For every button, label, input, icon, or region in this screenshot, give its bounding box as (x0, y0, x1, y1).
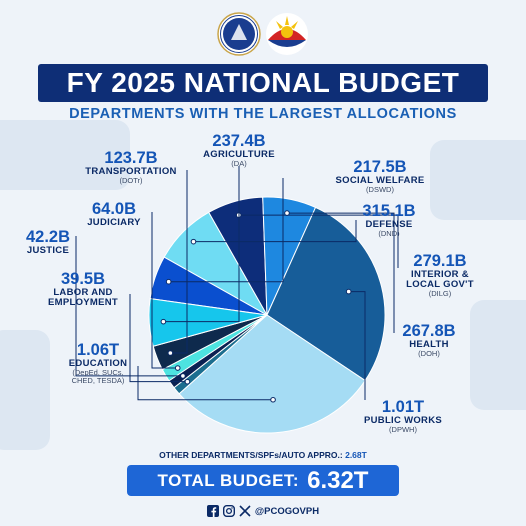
header-logos (217, 12, 308, 56)
total-label: TOTAL BUDGET: (157, 470, 300, 490)
name-health: HEALTH (409, 339, 449, 351)
other-value: 2.68T (345, 450, 367, 460)
total-value: 6.32T (307, 466, 369, 494)
social-handle: @PCOGOVPH (254, 505, 320, 517)
abbr-transportation: (DOTr) (119, 176, 143, 186)
label-agriculture: 237.4B AGRICULTURE (DA) (197, 132, 281, 169)
leader-dot-defense (190, 238, 197, 245)
page-subtitle: DEPARTMENTS WITH THE LARGEST ALLOCATIONS (69, 106, 457, 122)
label-health: 267.8B HEALTH (DOH) (394, 322, 464, 359)
leader-line-education (137, 366, 274, 401)
name-interior: INTERIOR & LOCAL GOV'T (406, 269, 474, 291)
pco-seal-logo (217, 12, 261, 56)
leader-dot-labor-and-employment (184, 378, 191, 385)
bagong-pilipinas-logo (266, 13, 308, 55)
leader-line-health (286, 212, 395, 333)
name-education: EDUCATION (68, 358, 128, 370)
abbr-education: (DepEd, SUCs, CHED, TESDA) (71, 368, 125, 386)
leader-dot-health (284, 210, 290, 216)
abbr-health: (DOH) (418, 349, 440, 359)
value-health: 267.8B (402, 322, 456, 340)
value-interior: 279.1B (413, 252, 467, 270)
label-interior: 279.1B INTERIOR & LOCAL GOV'T (DILG) (398, 252, 482, 299)
name-agriculture: AGRICULTURE (203, 149, 275, 161)
background-shape (430, 140, 526, 220)
value-education: 1.06T (76, 341, 120, 359)
leader-dot-education (270, 396, 276, 403)
value-justice: 42.2B (25, 228, 71, 246)
pie-slice-education (178, 314, 366, 434)
label-transportation: 123.7B TRANSPORTATION (DOTr) (75, 149, 187, 186)
other-departments: OTHER DEPARTMENTS/SPFs/AUTO APPRO.: 2.68… (0, 450, 526, 460)
footer: @PCOGOVPH (0, 502, 526, 520)
name-judiciary: JUDICIARY (87, 217, 141, 229)
pie-slice-public-works (266, 206, 386, 382)
label-judiciary: 64.0B JUDICIARY (76, 200, 152, 229)
label-defense: 315.1B DEFENSE (DND) (356, 202, 422, 239)
name-labor: LABOR AND EMPLOYMENT (47, 287, 119, 309)
leader-dot-public-works (345, 288, 352, 295)
instagram-icon[interactable] (223, 505, 236, 518)
label-social-welfare: 217.5B SOCIAL WELFARE (DSWD) (326, 158, 434, 195)
x-icon[interactable] (239, 505, 252, 518)
leader-line-transportation (170, 170, 188, 354)
other-label: OTHER DEPARTMENTS/SPFs/AUTO APPRO.: (159, 450, 343, 460)
abbr-agriculture: (DA) (231, 159, 247, 169)
leader-dot-justice (180, 373, 186, 379)
page-title: FY 2025 NATIONAL BUDGET (38, 64, 488, 102)
pie-slice-agriculture (148, 298, 268, 347)
background-shape (0, 120, 130, 190)
value-defense: 315.1B (362, 202, 416, 220)
leader-line-public-works (348, 291, 366, 400)
abbr-defense: (DND) (378, 229, 400, 239)
background-shape (470, 300, 526, 410)
label-labor: 39.5B LABOR AND EMPLOYMENT (36, 270, 130, 309)
abbr-interior: (DILG) (428, 289, 452, 299)
abbr-social-welfare: (DSWD) (366, 185, 394, 195)
leader-line-social-welfare (168, 178, 284, 283)
value-public-works: 1.01T (381, 398, 425, 416)
label-public-works: 1.01T PUBLIC WORKS (DPWH) (358, 398, 448, 435)
value-labor: 39.5B (60, 270, 106, 288)
value-transportation: 123.7B (104, 149, 158, 167)
leader-line-judiciary (151, 212, 178, 369)
name-public-works: PUBLIC WORKS (363, 415, 442, 427)
name-justice: JUSTICE (26, 245, 70, 257)
leader-line-agriculture (163, 166, 240, 323)
abbr-public-works: (DPWH) (389, 425, 417, 435)
leader-dot-agriculture (160, 318, 167, 325)
leader-dot-judiciary (174, 365, 181, 371)
total-budget-banner: TOTAL BUDGET: 6.32T (127, 465, 399, 496)
name-transportation: TRANSPORTATION (85, 166, 177, 178)
leader-dot-transportation (167, 350, 174, 356)
label-justice: 42.2B JUSTICE (20, 228, 76, 257)
label-education: 1.06T EDUCATION (DepEd, SUCs, CHED, TESD… (56, 341, 140, 386)
value-judiciary: 64.0B (91, 200, 137, 218)
facebook-icon[interactable] (207, 505, 220, 518)
background-shape (0, 330, 50, 450)
leader-line-justice (75, 236, 183, 377)
leader-dot-social-welfare (165, 278, 172, 285)
value-social-welfare: 217.5B (353, 158, 407, 176)
leader-line-labor-and-employment (129, 294, 188, 383)
value-agriculture: 237.4B (212, 132, 266, 150)
leader-line-defense (193, 220, 357, 243)
name-defense: DEFENSE (365, 219, 413, 231)
name-social-welfare: SOCIAL WELFARE (335, 175, 425, 187)
leader-line-interior-local-gov-t (238, 214, 399, 268)
